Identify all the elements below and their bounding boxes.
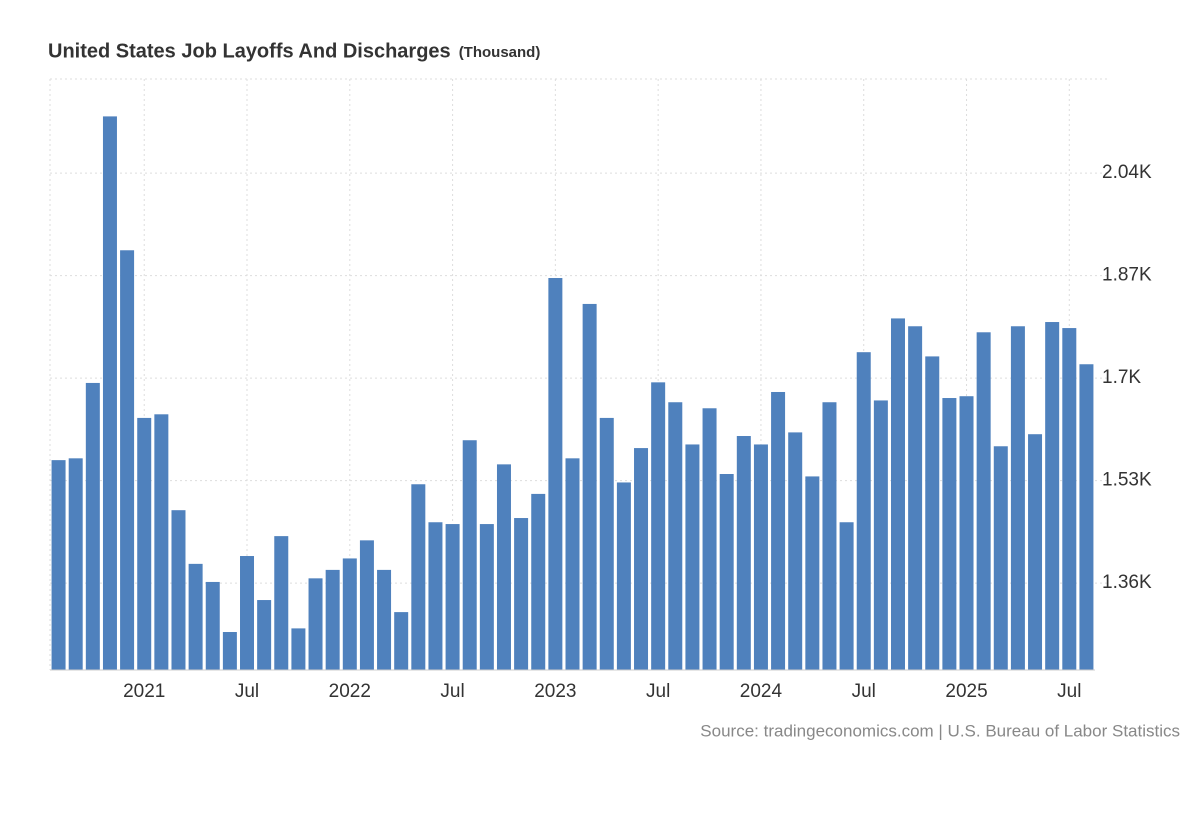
bar <box>856 352 871 670</box>
bar <box>788 432 803 670</box>
bar <box>274 536 289 670</box>
bar <box>240 556 255 670</box>
bar <box>942 398 957 670</box>
bar <box>171 510 186 670</box>
bar <box>308 578 323 670</box>
bar <box>668 402 683 670</box>
bar <box>582 303 597 670</box>
bar <box>908 326 923 670</box>
y-tick-label: 1.87K <box>1102 265 1152 286</box>
bar <box>188 563 203 670</box>
bar <box>753 444 768 670</box>
bar <box>805 476 820 670</box>
bar <box>651 382 666 670</box>
bar <box>890 318 905 670</box>
bar <box>120 250 135 670</box>
y-tick-label: 2.04K <box>1102 162 1152 183</box>
bar <box>1045 322 1060 670</box>
bar <box>873 400 888 670</box>
bar <box>68 458 83 670</box>
bar <box>479 524 494 670</box>
bar <box>85 382 100 670</box>
bar <box>565 458 580 670</box>
bar <box>736 436 751 670</box>
bar <box>719 474 734 670</box>
x-tick-label: 2025 <box>945 681 987 702</box>
bar <box>51 460 66 670</box>
bar <box>514 518 529 670</box>
bar <box>531 493 546 670</box>
bar <box>634 448 649 670</box>
bar <box>548 278 563 670</box>
bar <box>959 396 974 670</box>
y-tick-label: 1.36K <box>1102 572 1152 593</box>
bar <box>411 484 426 670</box>
bar <box>154 414 169 670</box>
bar <box>222 632 237 670</box>
bar <box>445 524 460 670</box>
bar <box>839 522 854 670</box>
bar <box>137 417 152 670</box>
x-tick-label: Jul <box>646 681 670 702</box>
bar <box>102 116 117 671</box>
bar <box>428 522 443 670</box>
x-tick-label: Jul <box>440 681 464 702</box>
bar <box>702 408 717 670</box>
bar <box>925 356 940 670</box>
bar <box>1079 364 1094 670</box>
chart-unit: (Thousand) <box>459 44 541 61</box>
x-tick-label: 2024 <box>740 681 783 702</box>
source-note: Source: tradingeconomics.com | U.S. Bure… <box>700 721 1180 740</box>
bar <box>205 581 220 670</box>
bar <box>496 464 511 670</box>
bar <box>342 558 357 670</box>
x-tick-label: 2023 <box>534 681 576 702</box>
y-tick-label: 1.7K <box>1102 367 1141 388</box>
bar <box>976 332 991 670</box>
x-tick-label: Jul <box>852 681 876 702</box>
bar <box>359 540 374 670</box>
bar <box>462 440 477 670</box>
y-tick-label: 1.53K <box>1102 470 1152 491</box>
bar <box>1028 434 1043 670</box>
bar <box>394 612 409 670</box>
x-tick-label: Jul <box>235 681 259 702</box>
bar <box>685 444 700 670</box>
bar <box>1010 326 1025 670</box>
bar <box>771 391 786 670</box>
bar <box>291 628 306 670</box>
bar <box>993 446 1008 670</box>
bar <box>325 569 340 670</box>
bar <box>822 402 837 670</box>
bar <box>599 417 614 670</box>
x-tick-label: 2021 <box>123 681 165 702</box>
x-tick-label: 2022 <box>329 681 371 702</box>
bar <box>257 600 272 670</box>
chart-title: United States Job Layoffs And Discharges <box>48 40 451 62</box>
x-tick-label: Jul <box>1057 681 1081 702</box>
bar <box>1062 328 1077 670</box>
bar <box>377 569 392 670</box>
bar <box>616 482 631 670</box>
